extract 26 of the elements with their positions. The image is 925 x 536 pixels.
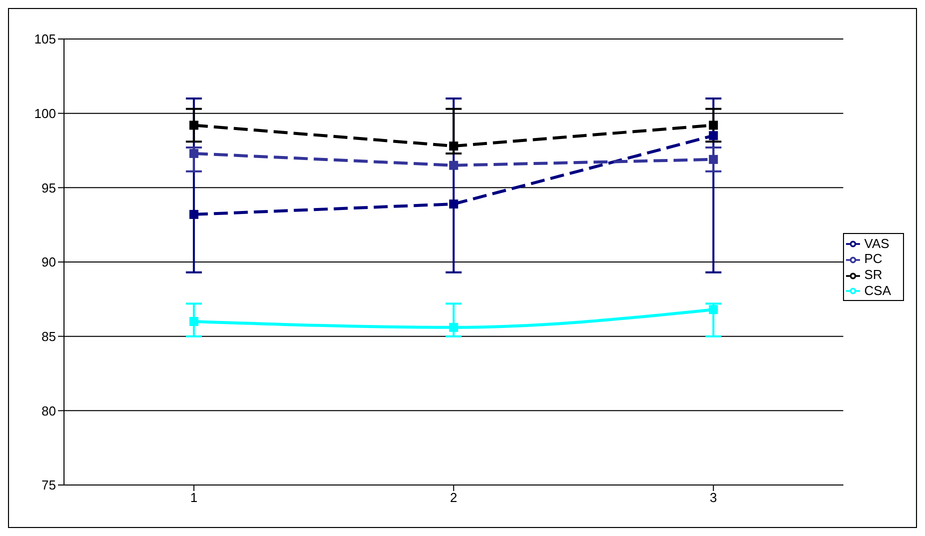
x-tick-label: 2 (450, 490, 458, 506)
y-tick-label: 90 (42, 254, 56, 270)
point (189, 148, 198, 158)
legend-label: CSA (864, 282, 891, 298)
x-tick-label: 3 (710, 490, 718, 506)
point (708, 305, 718, 314)
point (449, 142, 458, 151)
point (449, 160, 458, 170)
point (449, 200, 458, 209)
point (189, 210, 198, 219)
legend-label: PC (864, 251, 882, 266)
y-tick-label: 100 (34, 106, 56, 121)
legend-label: VAS (864, 236, 890, 251)
point (189, 120, 198, 130)
point (708, 154, 718, 164)
x-tick-label: 1 (190, 490, 198, 506)
y-tick-label: 80 (42, 403, 56, 418)
point (189, 316, 198, 326)
point (449, 322, 458, 332)
y-tick-label: 95 (42, 180, 56, 196)
y-tick-label: 75 (42, 478, 56, 493)
y-tick-label: 105 (34, 32, 56, 47)
point (708, 131, 718, 140)
legend-label: SR (864, 267, 882, 282)
y-tick-label: 85 (42, 328, 56, 344)
point (708, 120, 718, 130)
